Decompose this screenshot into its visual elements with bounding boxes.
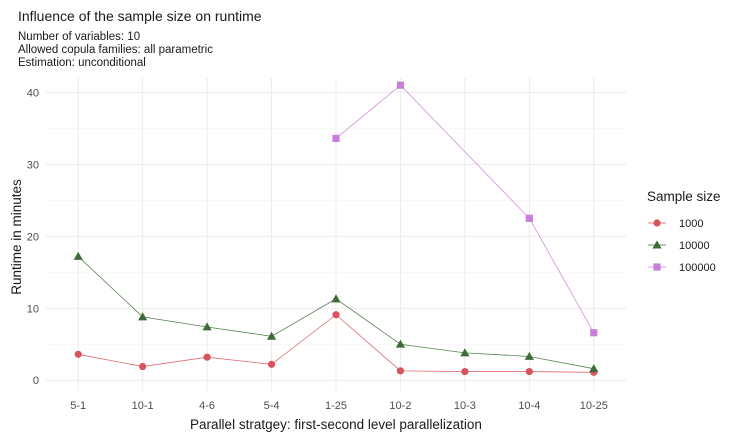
y-tick-label: 10 [27,303,39,315]
series-100000-point [590,329,598,337]
series-10000-point [331,294,341,303]
series-100000-point [525,214,533,222]
series-10000-point [395,339,406,348]
series-1000-point [396,367,405,375]
series-1000-point [461,367,469,376]
series-10000-point [460,348,470,357]
x-tick-label: 5-4 [264,400,280,412]
series-100000-line [335,84,595,333]
legend-item-100000-marker [653,263,661,271]
series-10000-point [266,331,277,340]
series-10000-point [589,364,599,373]
chart-title: Influence of the sample size on runtime [18,8,262,24]
x-tick-label: 10-25 [580,400,608,412]
chart-subtitle-line-3: Estimation: unconditional [18,57,146,69]
chart-subtitle-line-2: Allowed copula families: all parametric [18,44,213,56]
x-tick-label: 1-25 [325,400,347,412]
series-10000-point [524,351,534,360]
legend-item-100000-label: 100000 [679,262,716,274]
y-tick-label: 20 [27,231,39,243]
x-tick-label: 10-2 [389,400,411,412]
series-1000-point [74,350,82,358]
series-100000-point [396,81,405,89]
series-100000-point [332,134,340,143]
legend-item-1000-marker [653,219,661,227]
series-10000-point [73,251,83,260]
series-10000-point [202,322,212,331]
legend-item-1000-label: 1000 [679,218,703,230]
y-axis-title: Runtime in minutes [9,179,24,295]
legend-item-10000-marker [652,240,662,249]
y-axis-ticks: 0 10 20 30 40 [27,87,39,387]
plot-grid [46,78,626,391]
x-axis-title: Parallel stratgey: first-second level pa… [190,417,482,432]
x-axis-ticks: 5-1 10-1 4-6 5-4 1-25 10-2 10-3 10-4 10-25 [70,400,608,412]
legend: Sample size 1000 10000 100000 [647,189,721,274]
legend-item-10000-label: 10000 [679,240,710,252]
plot-series [73,81,599,376]
y-tick-label: 0 [33,375,39,387]
series-1000-point [203,353,211,361]
chart-subtitle-line-1: Number of variables: 10 [18,31,140,43]
series-1000-point [139,362,147,371]
x-tick-label: 10-4 [518,400,540,412]
x-tick-label: 5-1 [70,400,86,412]
x-tick-label: 4-6 [199,400,215,412]
series-1000-point [267,360,276,368]
x-tick-label: 10-3 [454,400,476,412]
series-1000-point [525,367,533,376]
legend-title: Sample size [647,189,721,204]
series-10000-point [138,312,148,321]
y-tick-label: 40 [27,87,39,99]
x-tick-label: 10-1 [132,400,154,412]
y-tick-label: 30 [27,159,39,171]
series-1000-point [332,311,340,319]
